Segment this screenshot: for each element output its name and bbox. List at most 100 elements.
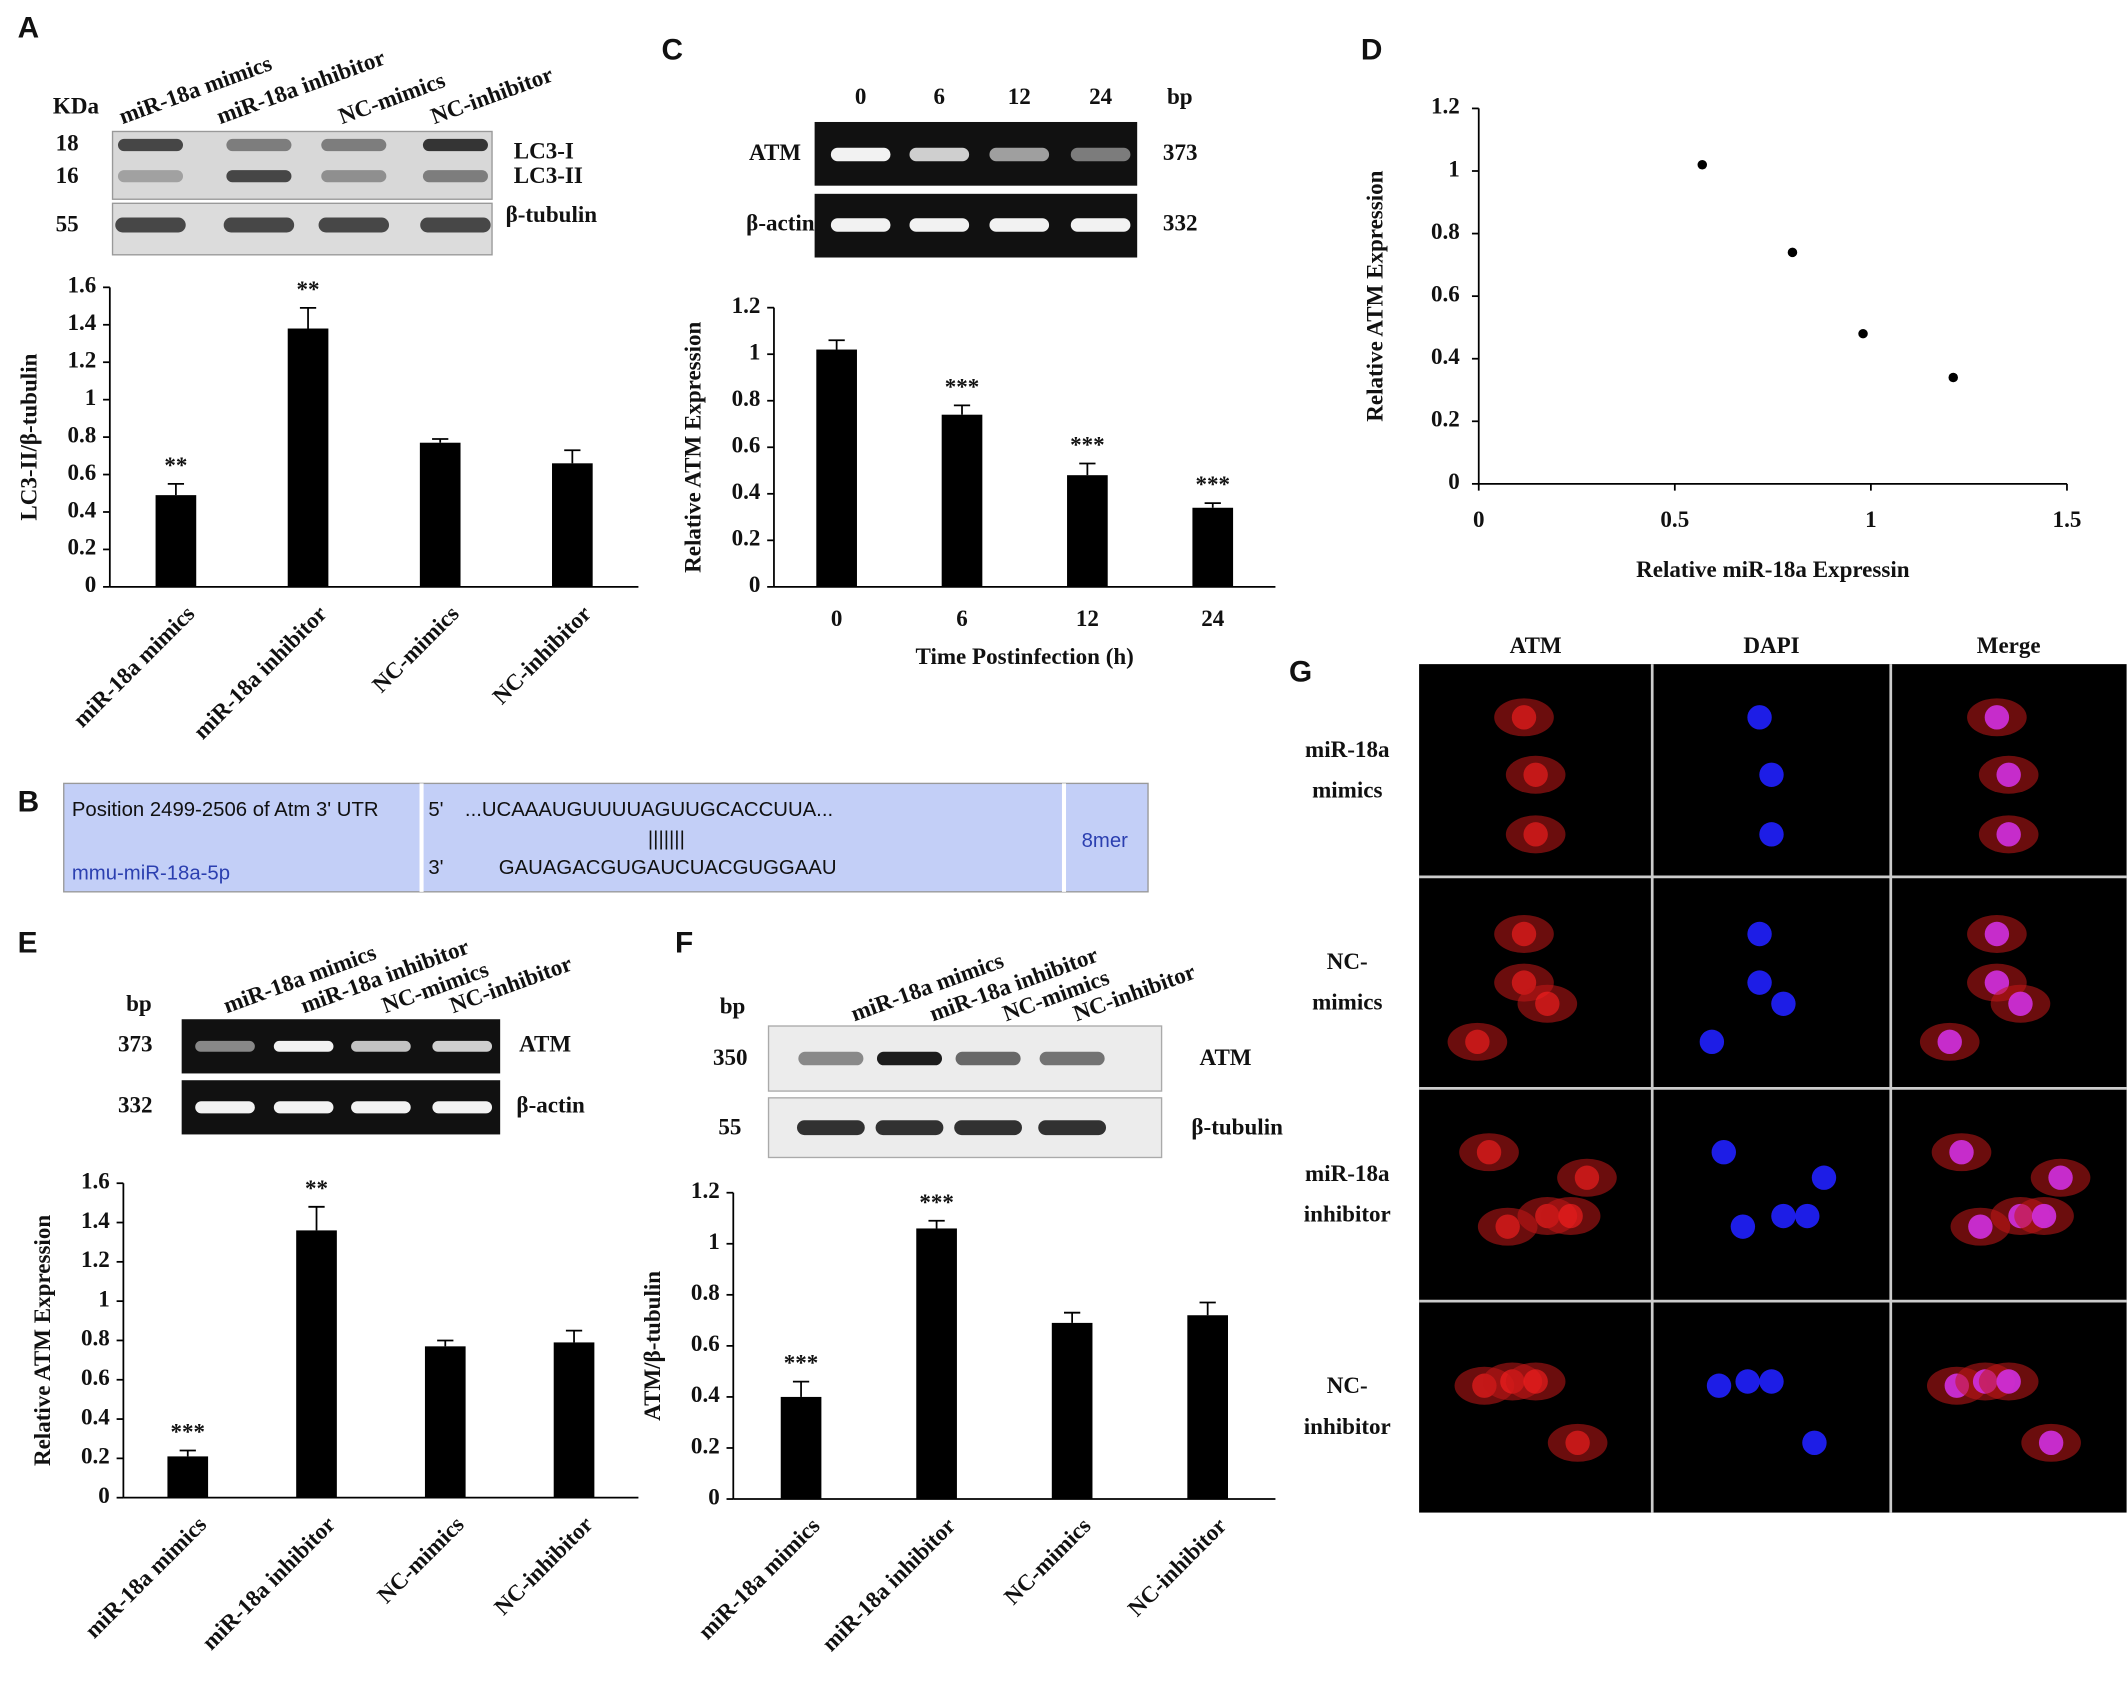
y-tick-label: 0.8 xyxy=(1431,218,1460,244)
band xyxy=(1070,147,1131,162)
panel-label: E xyxy=(18,927,38,960)
nucleus xyxy=(1565,1430,1590,1456)
band-label: β-tubulin xyxy=(1191,1113,1283,1139)
y-tick-label: 0.2 xyxy=(691,1432,720,1458)
point xyxy=(1787,247,1798,258)
x-tick-label: miR-18a mimics xyxy=(79,1511,211,1643)
lane-label: 24 xyxy=(1089,83,1113,109)
bar xyxy=(155,495,197,587)
size-label: 332 xyxy=(1163,209,1198,235)
band xyxy=(909,218,970,232)
nucleus xyxy=(1735,1369,1760,1394)
x-tick-label: 0 xyxy=(1473,506,1485,532)
x-tick-label: NC-inhibitor xyxy=(487,600,596,709)
row-label: inhibitor xyxy=(1304,1201,1391,1227)
y-tick-label: 0 xyxy=(708,1483,720,1509)
bar xyxy=(916,1228,957,1500)
nucleus xyxy=(1523,822,1548,847)
nucleus xyxy=(1523,1369,1548,1394)
y-tick-label: 0.6 xyxy=(732,432,761,458)
alignment: Position 2499-2506 of Atm 3' UTR 5' ...U… xyxy=(63,782,1149,893)
bar xyxy=(287,328,329,587)
microscopy: ATM DAPI Merge miR-18a mimics NC-mimics miR-18… xyxy=(1304,632,2127,1513)
marker-label: 16 xyxy=(56,162,79,188)
nucleus xyxy=(2008,991,2033,1016)
band xyxy=(351,1101,411,1114)
bar xyxy=(424,1346,466,1498)
y-tick-label: 1.2 xyxy=(1431,93,1460,119)
y-tick-label: 0 xyxy=(85,571,97,597)
band xyxy=(351,1040,411,1052)
y-tick-label: 0.8 xyxy=(67,421,96,447)
nucleus xyxy=(1730,1214,1756,1239)
nucleus xyxy=(1996,1369,2021,1394)
x-tick-label: miR-18a inhibitor xyxy=(188,600,332,744)
band xyxy=(875,1120,944,1136)
y-tick-label: 0.2 xyxy=(732,525,761,551)
band xyxy=(115,217,186,233)
significance: ** xyxy=(305,1175,328,1201)
nucleus xyxy=(1711,1139,1736,1165)
size-label: 332 xyxy=(118,1092,153,1118)
band-label: ATM xyxy=(1200,1044,1252,1070)
target-sequence: ...UCAAAUGUUUUAGUUGCACCUUA... xyxy=(465,799,833,821)
y-tick-label: 0 xyxy=(1448,468,1460,494)
band xyxy=(989,218,1050,232)
significance: *** xyxy=(945,373,980,399)
panel-labels: A B C D E F G xyxy=(18,12,1383,960)
y-tick-label: 0.4 xyxy=(691,1381,720,1407)
nucleus xyxy=(1811,1165,1837,1190)
x-tick-label: NC-inhibitor xyxy=(489,1511,598,1620)
x-tick-label: NC-mimics xyxy=(372,1511,469,1608)
band-label: LC3-I xyxy=(514,137,574,163)
y-axis-label: Relative ATM Expression xyxy=(1361,170,1387,421)
x-tick-label: NC-inhibitor xyxy=(1122,1512,1231,1621)
panel-label: F xyxy=(675,927,693,960)
x-tick-label: miR-18a inhibitor xyxy=(816,1512,960,1656)
marker-label: 55 xyxy=(56,211,79,237)
x-tick-label: miR-18a mimics xyxy=(693,1512,825,1644)
band xyxy=(432,1040,493,1052)
x-tick-label: NC-mimics xyxy=(999,1512,1096,1609)
x-axis-label: Time Postinfection (h) xyxy=(916,643,1134,669)
panel-label: D xyxy=(1361,33,1383,66)
nucleus xyxy=(1771,1203,1796,1229)
x-tick-label: 12 xyxy=(1076,605,1099,631)
y-tick-label: 1.2 xyxy=(732,292,761,318)
nucleus xyxy=(1535,991,1560,1016)
y-tick-label: 1.4 xyxy=(81,1207,110,1233)
bar xyxy=(1051,1322,1093,1500)
y-tick-label: 0.8 xyxy=(732,385,761,411)
band-label: ATM xyxy=(749,139,801,165)
nucleus xyxy=(1802,1430,1827,1456)
y-tick-label: 0.6 xyxy=(81,1364,110,1390)
panel-label: C xyxy=(661,33,683,66)
y-tick-label: 1.2 xyxy=(67,347,96,373)
nucleus xyxy=(1558,1203,1583,1229)
nucleus xyxy=(1759,822,1784,847)
band xyxy=(909,147,970,162)
nucleus xyxy=(1523,762,1548,787)
row-label: mimics xyxy=(1312,776,1382,802)
nucleus xyxy=(1771,991,1796,1016)
nucleus xyxy=(1511,705,1537,730)
nucleus xyxy=(2031,1203,2057,1229)
band xyxy=(273,1040,334,1052)
panel-label: B xyxy=(18,786,40,819)
column-header: Merge xyxy=(1977,632,2041,658)
nucleus xyxy=(1747,705,1772,730)
y-tick-label: 1 xyxy=(1448,155,1460,181)
bar xyxy=(167,1456,209,1498)
nucleus xyxy=(1699,1029,1725,1055)
size-label: 350 xyxy=(713,1044,748,1070)
nucleus xyxy=(1511,921,1537,947)
band-label: LC3-II xyxy=(514,162,583,188)
nucleus xyxy=(1795,1203,1820,1229)
significance: ** xyxy=(164,452,187,478)
y-axis-label: Relative ATM Expression xyxy=(29,1215,55,1466)
y-tick-label: 1.6 xyxy=(81,1168,110,1194)
band xyxy=(321,138,387,152)
band xyxy=(954,1120,1022,1136)
bar xyxy=(941,414,983,587)
